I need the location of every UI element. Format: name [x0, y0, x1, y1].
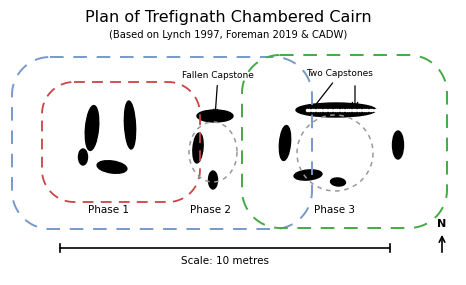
Ellipse shape [392, 131, 404, 159]
Text: (Based on Lynch 1997, Foreman 2019 & CADW): (Based on Lynch 1997, Foreman 2019 & CAD… [109, 30, 347, 40]
Text: Phase 1: Phase 1 [88, 205, 129, 215]
Ellipse shape [296, 103, 376, 117]
Ellipse shape [97, 161, 127, 173]
Ellipse shape [294, 170, 322, 180]
Ellipse shape [279, 126, 291, 160]
Text: N: N [438, 219, 446, 229]
Text: Scale: 10 metres: Scale: 10 metres [181, 256, 269, 266]
Text: Phase 3: Phase 3 [315, 205, 356, 215]
Ellipse shape [193, 133, 203, 163]
Text: Two Capstones: Two Capstones [307, 69, 373, 109]
Ellipse shape [197, 110, 233, 122]
Text: Phase 2: Phase 2 [190, 205, 231, 215]
Text: Plan of Trefignath Chambered Cairn: Plan of Trefignath Chambered Cairn [85, 10, 371, 25]
Ellipse shape [85, 105, 99, 150]
Ellipse shape [124, 101, 136, 149]
Ellipse shape [208, 171, 218, 189]
Ellipse shape [330, 178, 345, 186]
Text: Fallen Capstone: Fallen Capstone [182, 71, 254, 113]
Ellipse shape [78, 149, 88, 165]
